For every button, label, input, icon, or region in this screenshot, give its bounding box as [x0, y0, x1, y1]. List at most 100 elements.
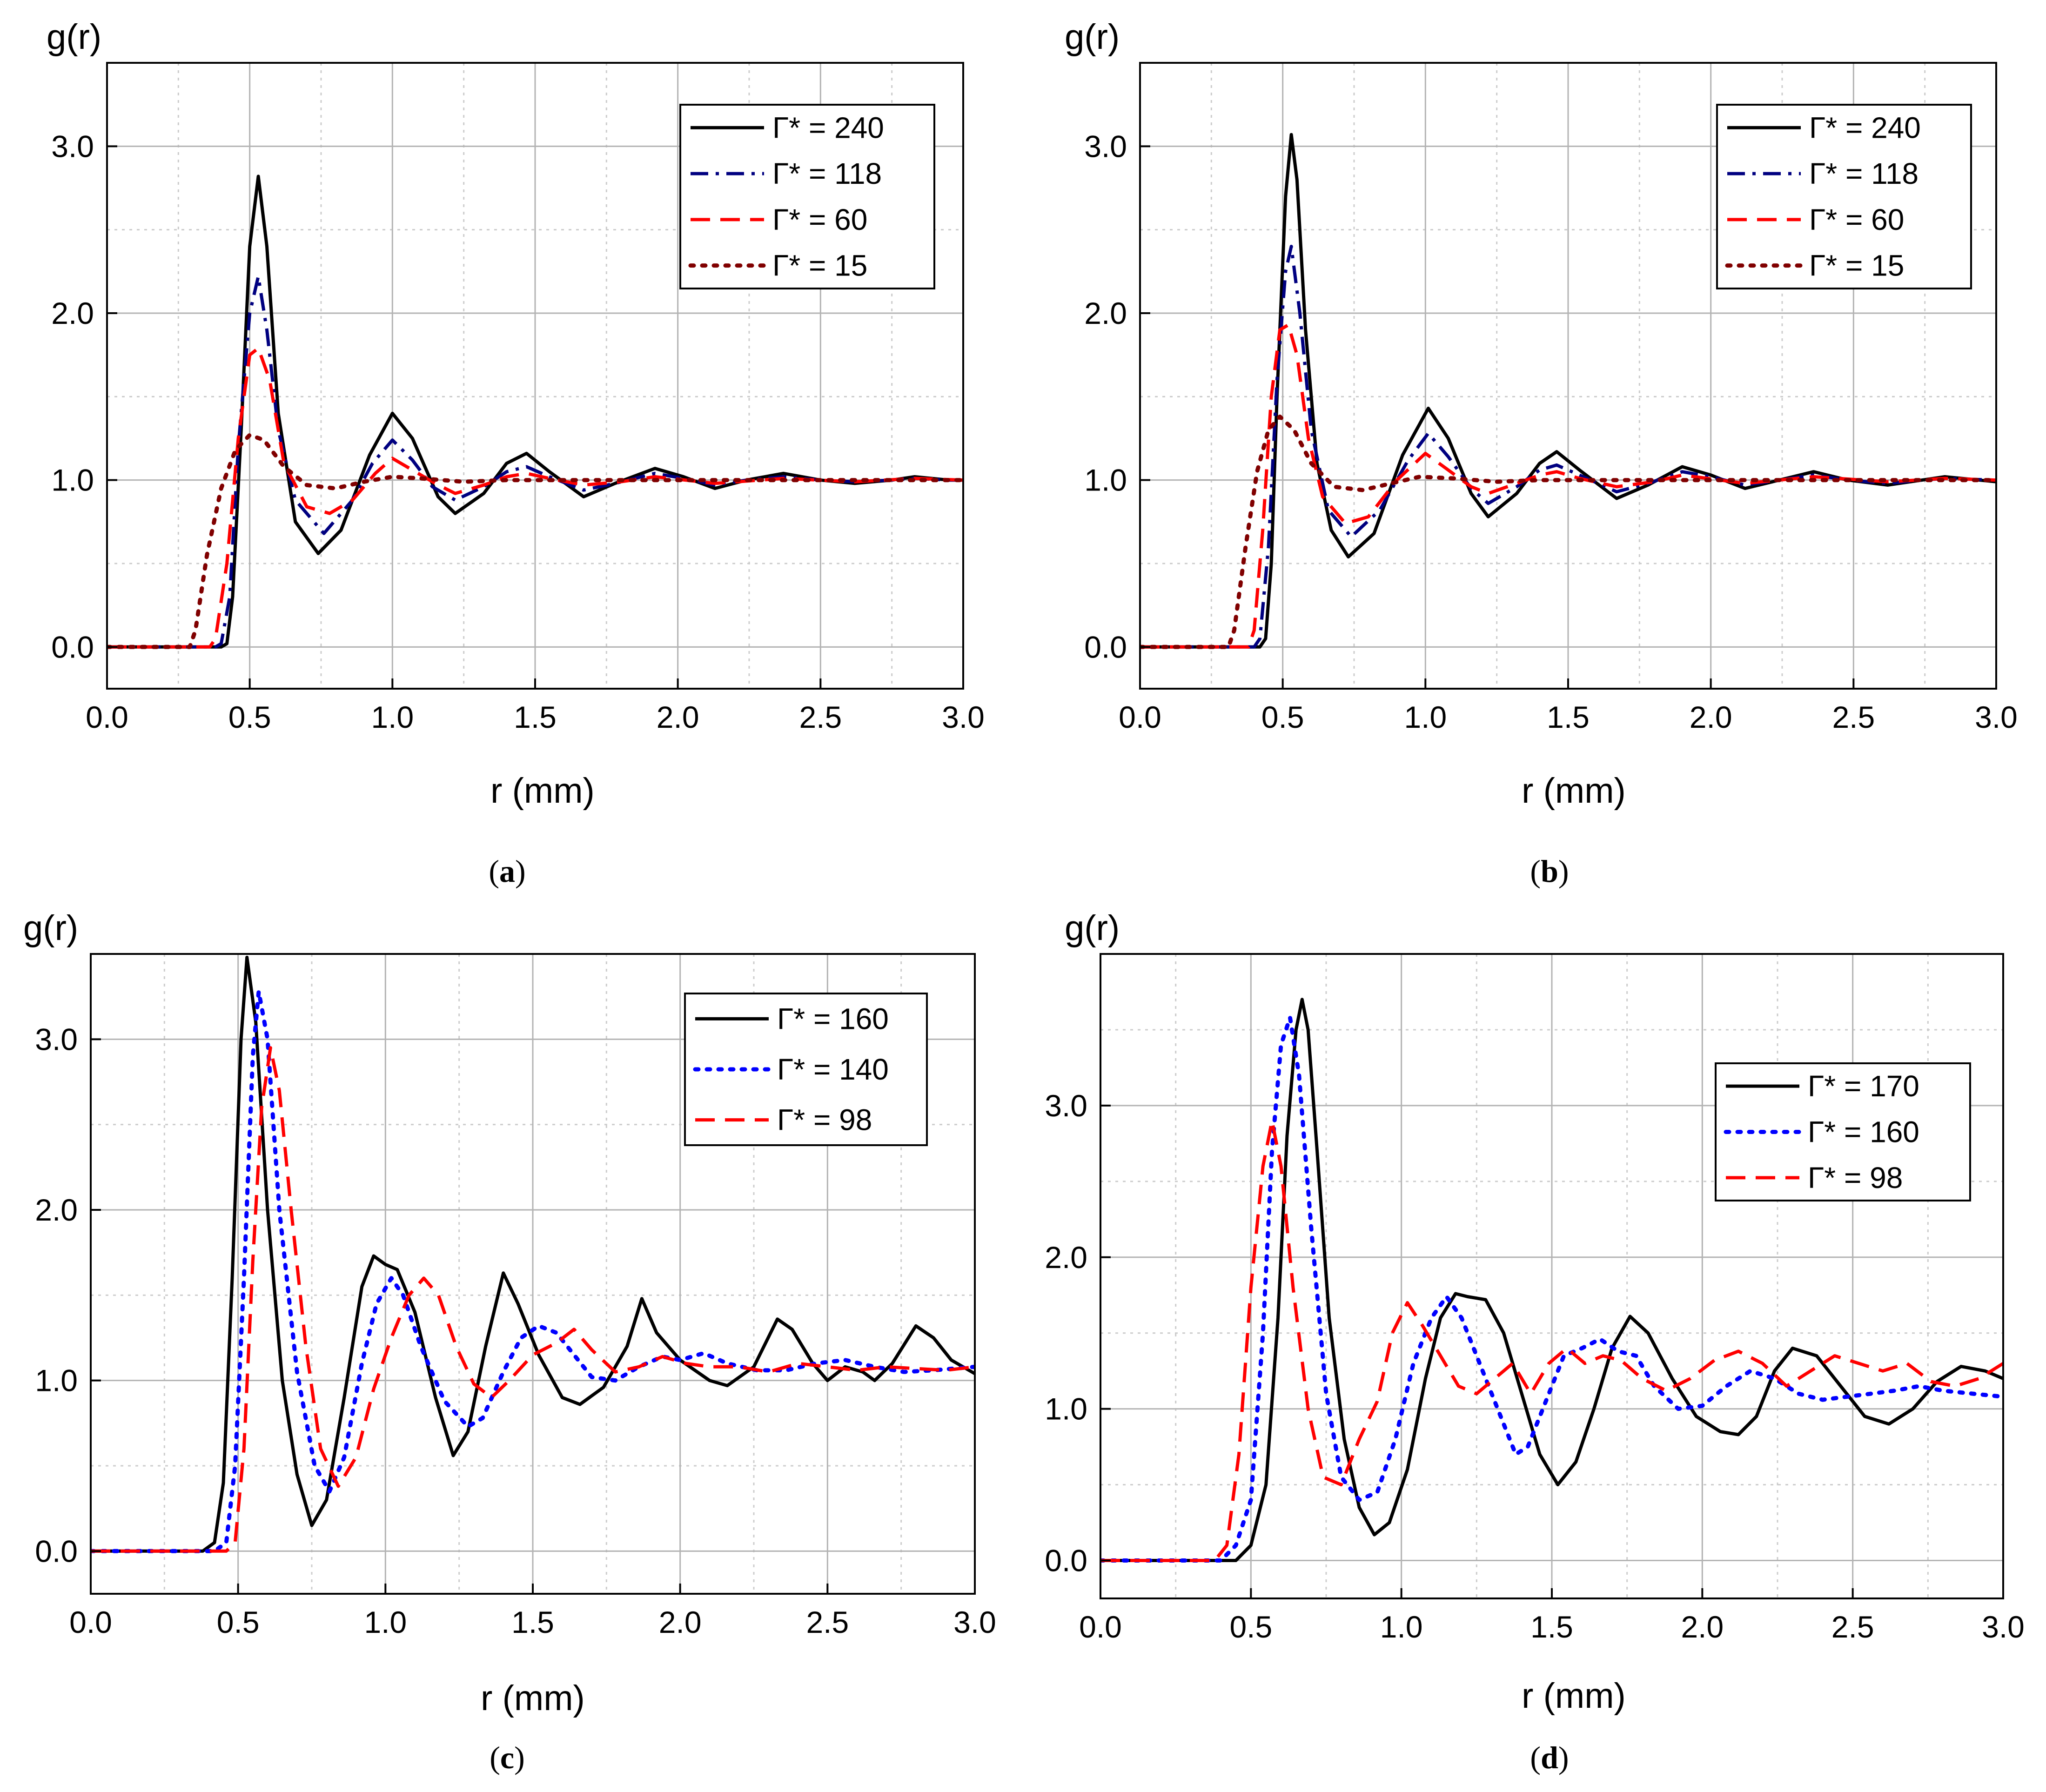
x-tick-label: 3.0 — [953, 1605, 996, 1639]
x-tick-label: 1.5 — [1530, 1610, 1573, 1644]
legend: Γ* = 240 Γ* = 118 Γ* = 60 Γ* = 15 — [679, 104, 935, 289]
x-tick-label: 1.5 — [514, 700, 557, 734]
series-line-1 — [1140, 133, 1996, 649]
y-tick-label: 0.0 — [35, 1534, 78, 1568]
y-tick-label: 3.0 — [1084, 129, 1127, 163]
y-axis-label: g(r) — [23, 908, 78, 948]
panel-letter: a — [499, 853, 515, 889]
x-axis-label: r (mm) — [1522, 771, 1626, 811]
x-tick-label: 2.0 — [1681, 1610, 1724, 1644]
x-tick-label: 0.0 — [69, 1605, 112, 1639]
y-tick-label: 3.0 — [1045, 1088, 1087, 1123]
x-tick-label: 2.0 — [657, 700, 699, 734]
x-tick-label: 2.0 — [1690, 700, 1732, 734]
axis-ticks: 0.0 0.5 1.0 1.5 2.0 2.5 3.0 0.0 1.0 2.0 3.0 — [1084, 129, 2018, 734]
y-tick-label: 0.0 — [1084, 630, 1127, 664]
x-tick-label: 1.0 — [371, 700, 414, 734]
legend-label-1: Γ* = 240 — [772, 111, 884, 144]
series-line-1 — [1100, 998, 2003, 1562]
major-gridlines — [1140, 63, 1996, 689]
series-group — [91, 955, 975, 1553]
series-line-3 — [91, 1046, 975, 1553]
x-axis-label: r (mm) — [490, 771, 595, 811]
x-tick-label: 0.5 — [1261, 700, 1304, 734]
legend-label-3: Γ* = 60 — [1809, 203, 1904, 236]
panel-c: g(r) r (mm) (c) 0.0 0.5 1.0 1.5 2.0 2.5 3.0 0.0… — [23, 908, 996, 1775]
panel-b: g(r) r (mm) (b) 0.0 0.5 1.0 1.5 2.0 2.5 3.0 0.0… — [1065, 17, 2018, 889]
y-tick-label: 2.0 — [35, 1193, 78, 1227]
x-tick-label: 0.5 — [1229, 1610, 1272, 1644]
legend-label-2: Γ* = 118 — [772, 157, 882, 190]
legend-label-3: Γ* = 98 — [777, 1103, 872, 1137]
x-tick-label: 3.0 — [942, 700, 985, 734]
x-tick-label: 1.5 — [1547, 700, 1590, 734]
x-tick-label: 1.5 — [511, 1605, 554, 1639]
panel-letter: b — [1541, 853, 1558, 889]
y-tick-label: 2.0 — [1045, 1240, 1087, 1275]
x-tick-label: 1.0 — [1404, 700, 1447, 734]
x-tick-label: 2.5 — [1831, 1610, 1874, 1644]
legend-label-1: Γ* = 240 — [1809, 111, 1921, 144]
series-line-2 — [107, 275, 963, 649]
series-line-4 — [107, 433, 963, 649]
legend-label-2: Γ* = 118 — [1809, 157, 1919, 190]
y-tick-label: 3.0 — [51, 129, 94, 163]
panel-caption: (c) — [490, 1740, 525, 1775]
x-tick-label: 2.5 — [806, 1605, 849, 1639]
x-tick-label: 1.0 — [364, 1605, 407, 1639]
axis-ticks: 0.0 0.5 1.0 1.5 2.0 2.5 3.0 0.0 1.0 2.0 3.0 — [35, 1022, 996, 1639]
series-line-2 — [91, 989, 975, 1553]
x-axis-label: r (mm) — [1522, 1676, 1626, 1716]
y-axis-label: g(r) — [47, 17, 101, 57]
x-tick-label: 0.0 — [1079, 1610, 1122, 1644]
legend: Γ* = 170 Γ* = 160 Γ* = 98 — [1715, 1062, 1971, 1201]
legend-label-2: Γ* = 160 — [1808, 1115, 1919, 1149]
panel-caption: (a) — [489, 853, 525, 889]
series-line-3 — [1140, 323, 1996, 649]
x-tick-label: 1.0 — [1380, 1610, 1423, 1644]
legend-label-4: Γ* = 15 — [772, 249, 867, 282]
series-line-1 — [91, 955, 975, 1553]
x-tick-label: 0.0 — [86, 700, 128, 734]
legend: Γ* = 240 Γ* = 118 Γ* = 60 Γ* = 15 — [1716, 104, 1972, 289]
y-axis-label: g(r) — [1065, 908, 1120, 948]
y-tick-label: 1.0 — [51, 463, 94, 497]
x-tick-label: 2.5 — [1832, 700, 1875, 734]
y-tick-label: 1.0 — [1084, 463, 1127, 497]
panel-a: g(r) r (mm) (a) 0.0 0.5 1.0 1.5 2.0 2.5 3.00.0… — [47, 17, 985, 889]
y-tick-label: 2.0 — [51, 296, 94, 330]
legend: Γ* = 160 Γ* = 140 Γ* = 98 — [684, 993, 928, 1146]
axis-ticks: 0.0 0.5 1.0 1.5 2.0 2.5 3.0 0.0 1.0 2.0 3.0 — [1045, 1088, 2025, 1644]
y-tick-label: 1.0 — [1045, 1392, 1087, 1426]
legend-label-1: Γ* = 170 — [1808, 1069, 1919, 1103]
x-tick-label: 2.0 — [659, 1605, 702, 1639]
panel-letter: c — [500, 1740, 514, 1775]
legend-box — [679, 104, 935, 289]
legend-box — [1716, 104, 1972, 289]
y-tick-label: 0.0 — [1045, 1544, 1087, 1578]
legend-label-3: Γ* = 60 — [772, 203, 867, 236]
y-axis-label: g(r) — [1065, 17, 1120, 57]
panel-d: g(r) r (mm) (d) 0.0 0.5 1.0 1.5 2.0 2.5 3.00.0… — [1045, 908, 2025, 1775]
y-tick-label: 0.0 — [51, 630, 94, 664]
x-tick-label: 0.5 — [228, 700, 271, 734]
y-tick-label: 1.0 — [35, 1363, 78, 1398]
axis-ticks: 0.0 0.5 1.0 1.5 2.0 2.5 3.0 0.0 1.0 2.0 3.0 — [51, 129, 985, 734]
legend-label-2: Γ* = 140 — [777, 1053, 889, 1086]
panel-caption: (b) — [1530, 853, 1569, 889]
series-line-4 — [1140, 414, 1996, 649]
panel-caption: (d) — [1530, 1740, 1569, 1775]
series-group — [107, 175, 963, 649]
x-tick-label: 3.0 — [1982, 1610, 2025, 1644]
x-tick-label: 0.5 — [217, 1605, 260, 1639]
x-tick-label: 0.0 — [1119, 700, 1161, 734]
panel-letter: d — [1541, 1740, 1558, 1775]
series-group — [1140, 133, 1996, 649]
x-tick-label: 3.0 — [1975, 700, 2018, 734]
x-axis-label: r (mm) — [481, 1678, 585, 1718]
legend-label-4: Γ* = 15 — [1809, 249, 1904, 282]
series-line-2 — [1100, 1015, 2003, 1563]
x-tick-label: 2.5 — [799, 700, 842, 734]
